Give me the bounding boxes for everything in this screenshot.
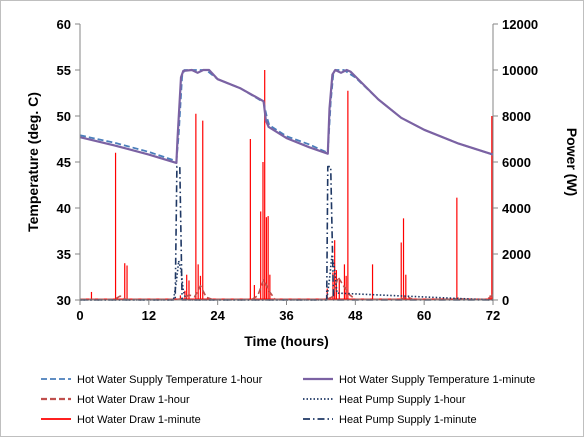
series-layer <box>79 68 494 301</box>
x-tick-label: 12 <box>142 308 156 323</box>
y-left-tick-label: 50 <box>57 109 71 124</box>
legend: Hot Water Supply Temperature 1-hour Hot W… <box>41 374 535 426</box>
legend-label: Heat Pump Supply 1-minute <box>339 414 477 426</box>
x-tick-label: 72 <box>486 308 500 323</box>
series-hot-water-supply-temperature-1-minute <box>79 68 494 164</box>
series-hot-water-draw-1-hour <box>80 276 494 301</box>
x-tick-label: 60 <box>417 308 431 323</box>
x-tick-label: 24 <box>210 308 225 323</box>
y-right-tick-label: 6000 <box>502 155 531 170</box>
legend-item: Hot Water Draw 1-hour <box>41 394 190 406</box>
y-right-tick-label: 4000 <box>502 201 531 216</box>
x-tick-label: 48 <box>348 308 362 323</box>
legend-label: Hot Water Supply Temperature 1-minute <box>339 374 535 386</box>
y-left-tick-label: 45 <box>57 155 71 170</box>
y-left-tick-label: 40 <box>57 201 71 216</box>
legend-label: Hot Water Supply Temperature 1-hour <box>77 374 263 386</box>
x-tick-label: 36 <box>279 308 293 323</box>
y-left-tick-label: 60 <box>57 17 71 32</box>
y-axis-right-title: Power (W) <box>564 128 580 196</box>
legend-label: Hot Water Draw 1-hour <box>77 394 190 406</box>
legend-item: Hot Water Draw 1-minute <box>41 414 201 426</box>
legend-label: Hot Water Draw 1-minute <box>77 414 201 426</box>
x-axis-title: Time (hours) <box>244 333 329 349</box>
series-heat-pump-supply-1-minute <box>80 165 493 301</box>
y-left-tick-label: 55 <box>57 63 71 78</box>
legend-item: Heat Pump Supply 1-minute <box>303 414 477 426</box>
ticks-layer: 0 12 24 36 48 60 72 30 35 40 45 50 55 60 0 2000 4000 6000… <box>57 17 539 323</box>
plot-area <box>79 24 494 301</box>
series-hot-water-supply-temperature-1-hour <box>79 69 494 163</box>
y-right-tick-label: 10000 <box>502 63 538 78</box>
legend-label: Heat Pump Supply 1-hour <box>339 394 466 406</box>
y-left-tick-label: 30 <box>57 293 71 308</box>
y-right-tick-label: 2000 <box>502 247 531 262</box>
y-right-tick-label: 12000 <box>502 17 538 32</box>
legend-item: Hot Water Supply Temperature 1-hour <box>41 374 263 386</box>
series-heat-pump-supply-1-hour <box>80 255 494 301</box>
legend-item: Heat Pump Supply 1-hour <box>303 394 466 406</box>
legend-item: Hot Water Supply Temperature 1-minute <box>303 374 535 386</box>
series-hot-water-draw-1-minute <box>80 70 493 300</box>
y-left-tick-label: 35 <box>57 247 71 262</box>
y-right-tick-label: 0 <box>502 293 509 308</box>
y-right-tick-label: 8000 <box>502 109 531 124</box>
x-tick-label: 0 <box>76 308 83 323</box>
y-axis-left-title: Temperature (deg. C) <box>25 92 41 232</box>
